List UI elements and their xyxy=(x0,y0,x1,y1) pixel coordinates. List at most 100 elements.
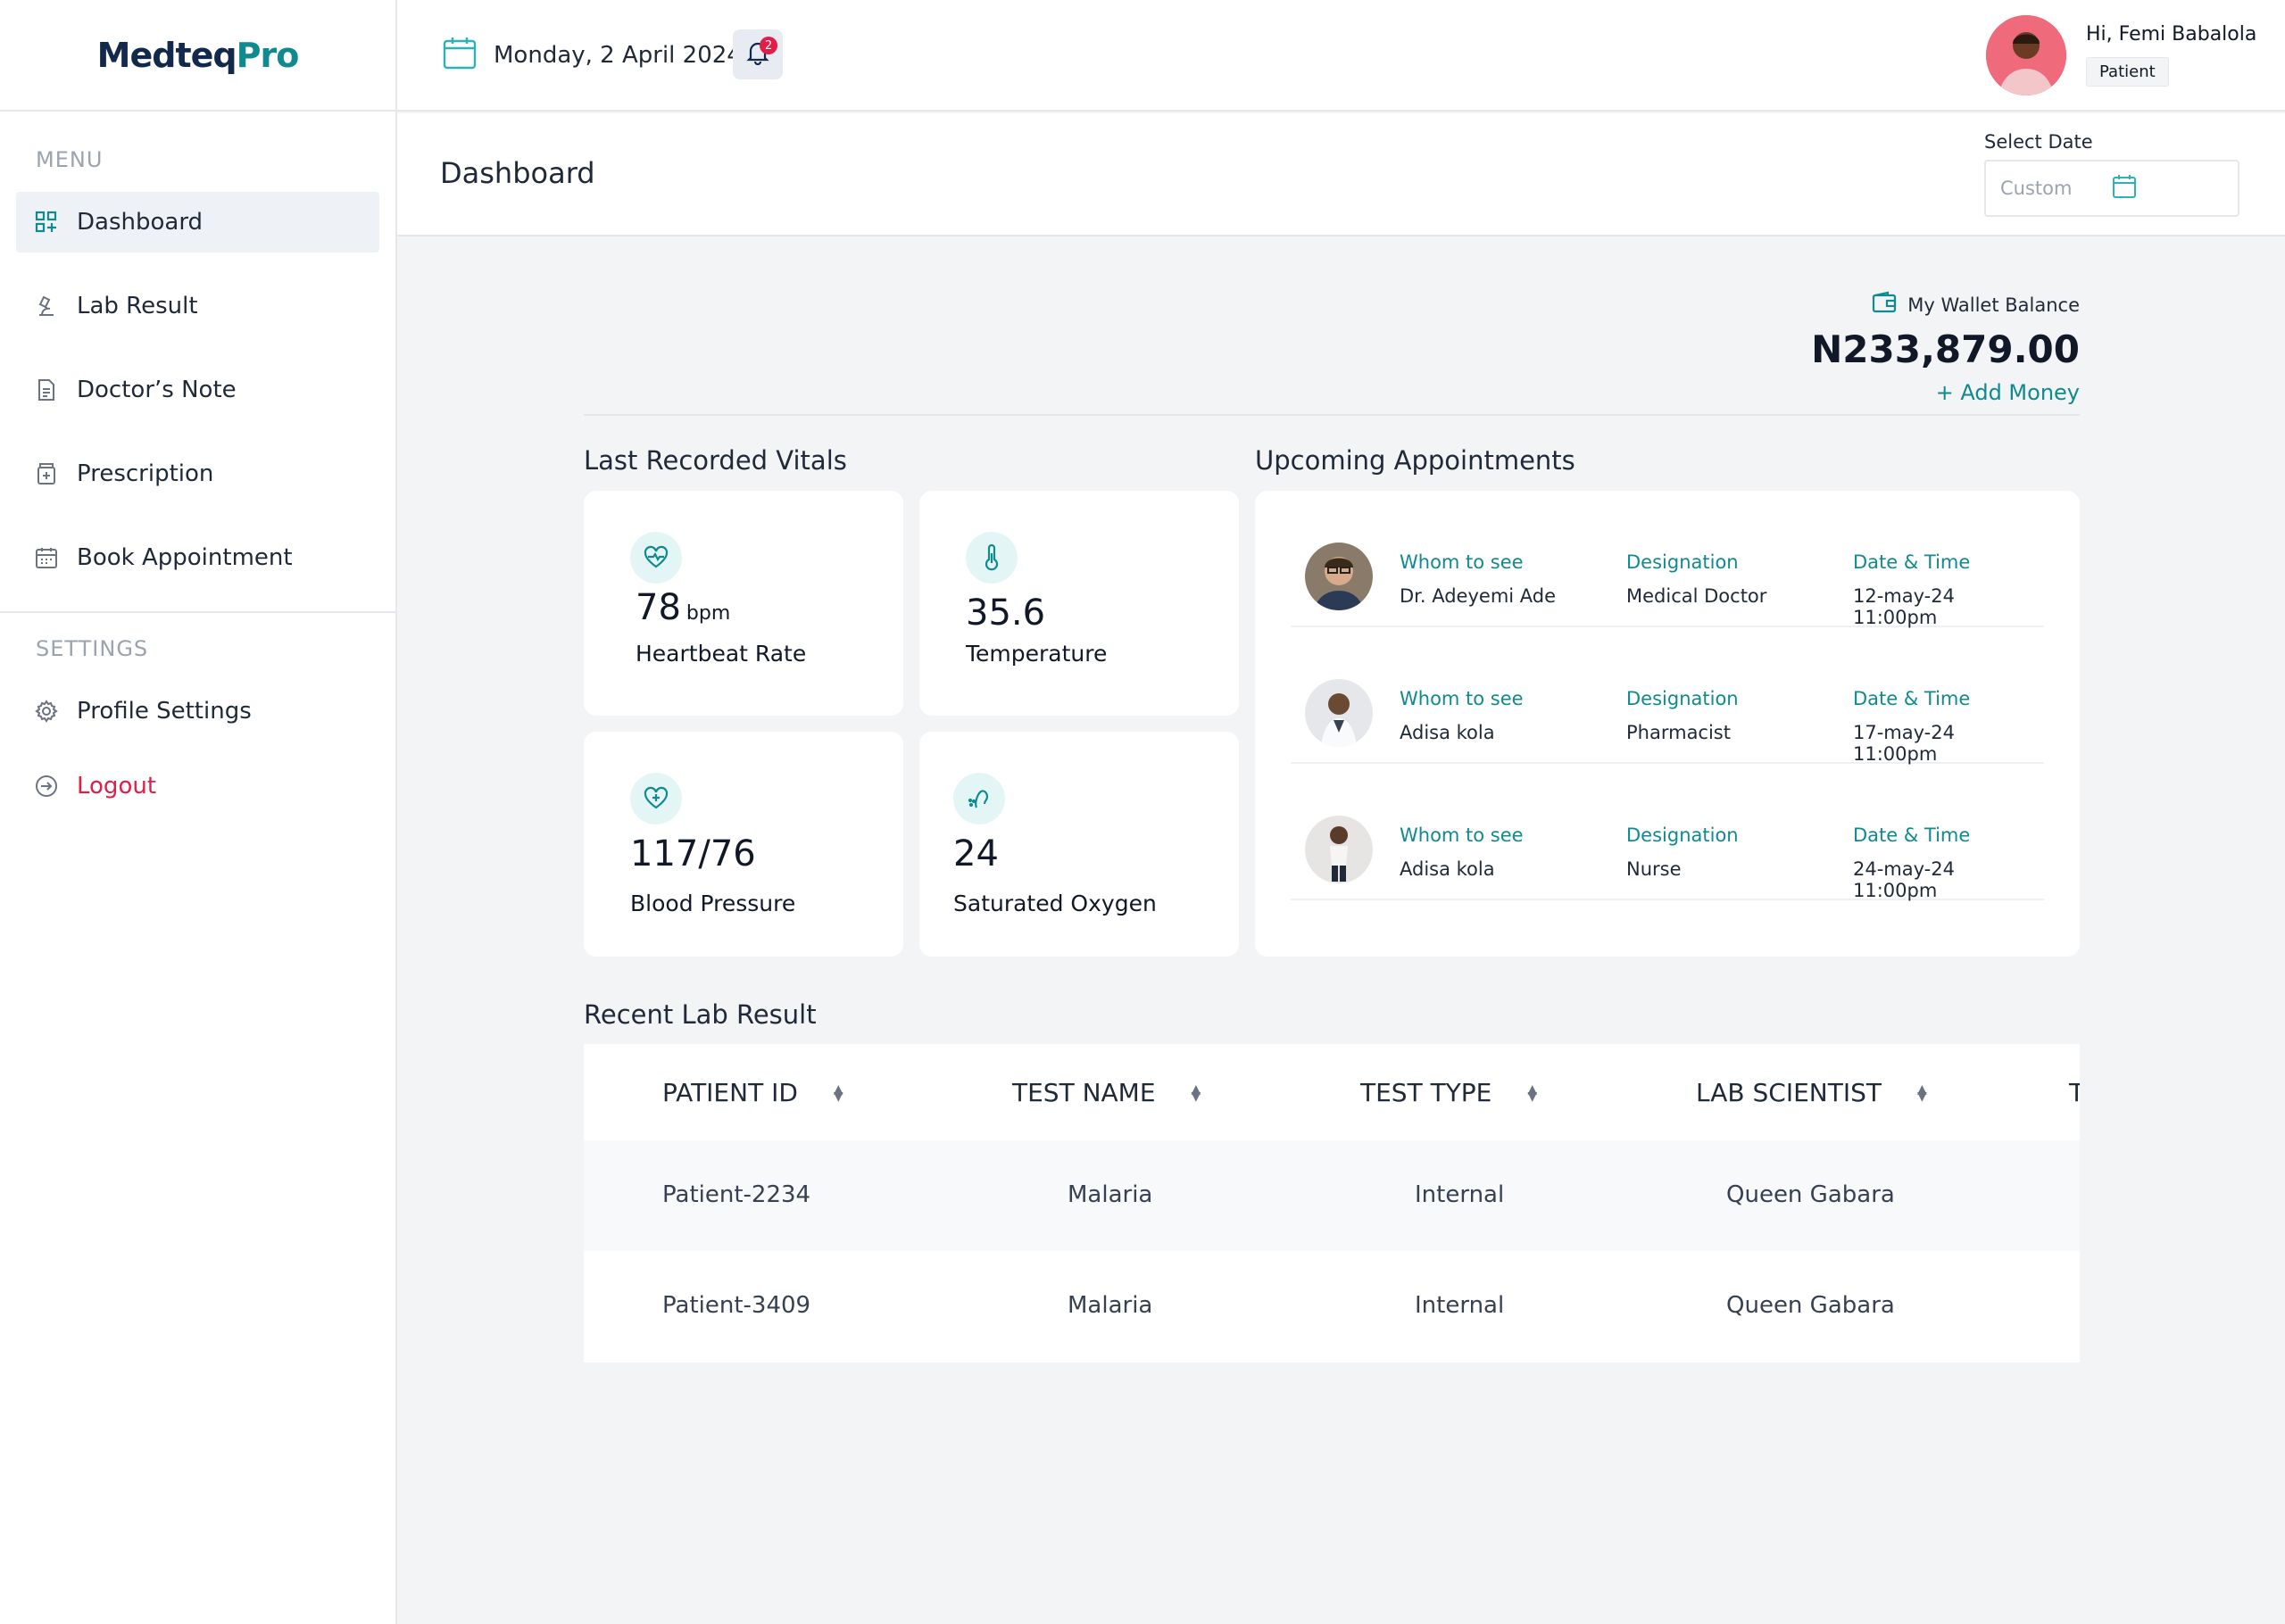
appointment-name: Dr. Adeyemi Ade xyxy=(1400,585,1557,607)
wallet-label: My Wallet Balance xyxy=(1811,291,2080,319)
lungs-icon xyxy=(953,773,1005,824)
sidebar-item-book-appointment[interactable]: Book Appointment xyxy=(16,527,379,588)
vital-value-number: 117/76 xyxy=(630,833,756,874)
avatar xyxy=(1305,816,1373,883)
notification-button[interactable]: 2 xyxy=(733,29,783,79)
column-header-datetime: Date & Time xyxy=(1853,551,1971,573)
appointment-whom: Whom to see Adisa kola xyxy=(1400,688,1524,743)
column-header-whom: Whom to see xyxy=(1400,688,1524,709)
appointment-datetime-value: 24-may-24 11:00pm xyxy=(1853,858,1955,901)
section-divider xyxy=(584,414,2080,416)
gear-icon xyxy=(34,699,59,724)
table-row[interactable]: Patient-3409 Malaria Internal Queen Gaba… xyxy=(584,1251,2080,1362)
current-date: Monday, 2 April 2024 xyxy=(442,36,742,75)
column-header-designation: Designation xyxy=(1626,688,1739,709)
wallet-amount: N233,879.00 xyxy=(1811,327,2080,371)
table-header: PATIENT ID ▲ ▼ TEST NAME ▲ ▼ TEST TYPE ▲ ▼ … xyxy=(584,1044,2080,1140)
column-header-test-type[interactable]: TEST TYPE ▲ ▼ xyxy=(1360,1078,1537,1107)
vital-value-number: 24 xyxy=(953,833,999,874)
lab-result-table: PATIENT ID ▲ ▼ TEST NAME ▲ ▼ TEST TYPE ▲ ▼ … xyxy=(584,1044,2080,1363)
column-header-designation: Designation xyxy=(1626,551,1739,573)
sidebar-divider xyxy=(0,611,395,613)
column-header-whom: Whom to see xyxy=(1400,551,1524,573)
logo-text-medteq: Medteq xyxy=(96,35,237,75)
top-header: Monday, 2 April 2024 2 Hi, Femi Babalola… xyxy=(397,0,2285,112)
prescription-icon xyxy=(34,461,59,486)
sidebar-item-doctors-note[interactable]: Doctor’s Note xyxy=(16,360,379,420)
column-header-designation: Designation xyxy=(1626,824,1739,846)
appointment-datetime: Date & Time 12-may-24 11:00pm xyxy=(1853,551,2044,628)
column-header-truncated[interactable]: T xyxy=(2069,1078,2080,1107)
cell-patient-id: Patient-2234 xyxy=(662,1181,811,1208)
column-header-datetime: Date & Time xyxy=(1853,824,1971,846)
date-picker-placeholder: Custom xyxy=(2000,178,2073,199)
dashboard-icon xyxy=(34,210,59,235)
appointment-whom: Whom to see Dr. Adeyemi Ade xyxy=(1400,551,1556,607)
column-header-label: T xyxy=(2069,1078,2080,1107)
appointment-row[interactable]: Whom to see Adisa kola Designation Nurse… xyxy=(1291,764,2044,901)
avatar xyxy=(1305,543,1373,610)
role-badge: Patient xyxy=(2086,57,2169,87)
user-greeting: Hi, Femi Babalola xyxy=(2086,23,2257,46)
vital-value: 24 xyxy=(953,833,999,874)
cell-test-name: Malaria xyxy=(1068,1292,1153,1319)
date-picker-input[interactable]: Custom xyxy=(1984,160,2239,217)
table-row[interactable]: Patient-2234 Malaria Internal Queen Gaba… xyxy=(584,1140,2080,1251)
document-icon xyxy=(34,377,59,402)
vital-label: Blood Pressure xyxy=(630,891,796,916)
column-header-label: PATIENT ID xyxy=(662,1078,798,1107)
cell-test-type: Internal xyxy=(1415,1181,1505,1208)
column-header-lab-scientist[interactable]: LAB SCIENTIST ▲ ▼ xyxy=(1696,1078,1927,1107)
avatar xyxy=(1305,679,1373,747)
vital-label: Saturated Oxygen xyxy=(953,891,1157,916)
vital-value: 117/76 xyxy=(630,833,756,874)
calendar-icon xyxy=(2112,174,2223,203)
appointment-designation-value: Medical Doctor xyxy=(1626,585,1767,607)
column-header-whom: Whom to see xyxy=(1400,824,1524,846)
appointment-row[interactable]: Whom to see Dr. Adeyemi Ade Designation … xyxy=(1291,491,2044,628)
vital-card-blood-pressure: 117/76 Blood Pressure xyxy=(584,732,903,957)
heart-plus-icon xyxy=(630,773,682,824)
appointment-datetime: Date & Time 24-may-24 11:00pm xyxy=(1853,824,2044,901)
lab-result-title: Recent Lab Result xyxy=(584,999,817,1030)
menu-section: MENU Dashboard Lab Result Doctor’s Note … xyxy=(0,112,395,588)
appointment-row[interactable]: Whom to see Adisa kola Designation Pharm… xyxy=(1291,627,2044,765)
sidebar-item-label: Doctor’s Note xyxy=(77,377,237,403)
vital-card-temperature: 35.6 Temperature xyxy=(919,491,1239,716)
sidebar-item-lab-result[interactable]: Lab Result xyxy=(16,276,379,336)
appointment-datetime-value: 12-may-24 11:00pm xyxy=(1853,585,1955,628)
column-header-patient-id[interactable]: PATIENT ID ▲ ▼ xyxy=(662,1078,843,1107)
avatar[interactable] xyxy=(1986,15,2066,95)
settings-section: SETTINGS Profile Settings Logout xyxy=(0,613,395,816)
vital-value: 35.6 xyxy=(966,592,1045,634)
vital-label: Heartbeat Rate xyxy=(636,641,807,667)
add-money-link[interactable]: + Add Money xyxy=(1935,380,2080,405)
sidebar-item-logout[interactable]: Logout xyxy=(16,756,379,816)
sidebar-item-label: Lab Result xyxy=(77,293,198,319)
appointment-designation: Designation Pharmacist xyxy=(1626,688,1739,743)
sidebar-item-prescription[interactable]: Prescription xyxy=(16,443,379,504)
sidebar-item-label: Logout xyxy=(77,773,157,800)
sidebar: MedteqPro MENU Dashboard Lab Result Doct… xyxy=(0,0,397,1624)
appointment-datetime-value: 17-may-24 11:00pm xyxy=(1853,722,1955,765)
column-header-label: TEST TYPE xyxy=(1360,1078,1492,1107)
cell-test-name: Malaria xyxy=(1068,1181,1153,1208)
wallet-icon xyxy=(1872,291,1897,319)
vital-value-number: 78 xyxy=(636,587,681,628)
sort-icon: ▲ ▼ xyxy=(1191,1081,1201,1104)
sidebar-item-label: Prescription xyxy=(77,460,214,487)
notification-badge: 2 xyxy=(760,37,777,54)
vital-card-heartbeat: 78 bpm Heartbeat Rate xyxy=(584,491,903,716)
sidebar-item-dashboard[interactable]: Dashboard xyxy=(16,192,379,253)
microscope-icon xyxy=(34,294,59,319)
sidebar-item-label: Dashboard xyxy=(77,209,204,236)
sidebar-item-profile-settings[interactable]: Profile Settings xyxy=(16,681,379,742)
logo[interactable]: MedteqPro xyxy=(0,0,395,112)
appointment-name: Adisa kola xyxy=(1400,858,1495,880)
calendar-icon xyxy=(34,545,59,570)
column-header-test-name[interactable]: TEST NAME ▲ ▼ xyxy=(1012,1078,1201,1107)
appointment-designation-value: Pharmacist xyxy=(1626,722,1731,743)
page-title: Dashboard xyxy=(440,156,595,190)
cell-lab-scientist: Queen Gabara xyxy=(1726,1181,1895,1208)
cell-lab-scientist: Queen Gabara xyxy=(1726,1292,1895,1319)
